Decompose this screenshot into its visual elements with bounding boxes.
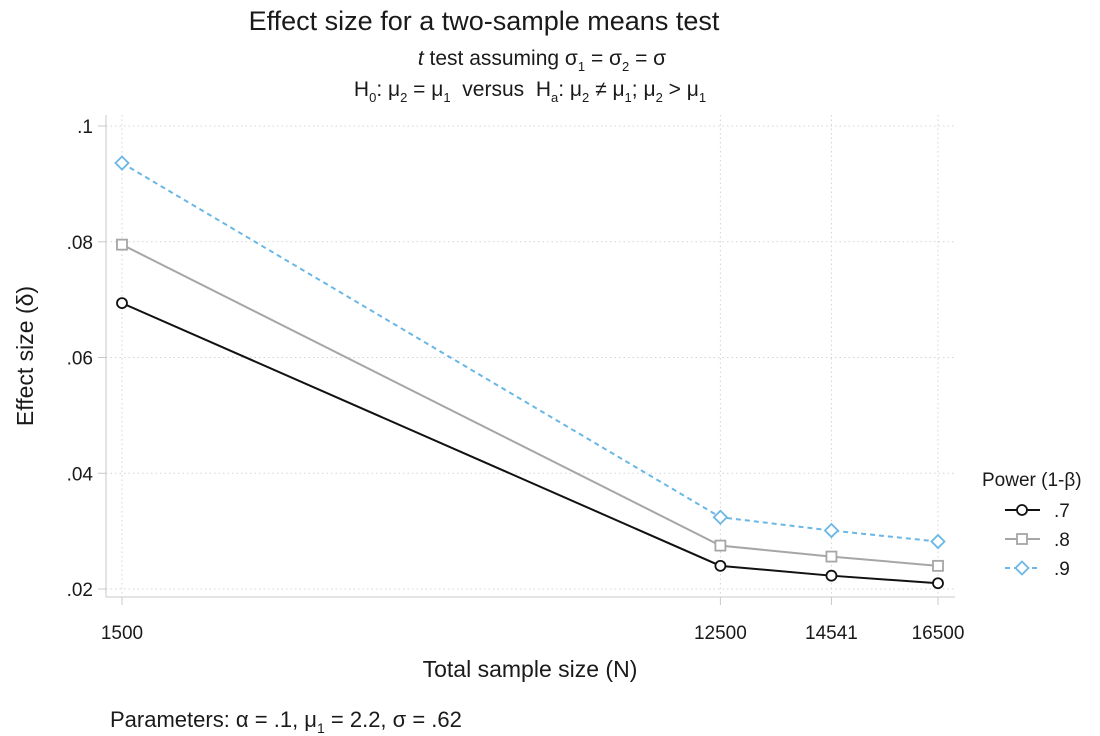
legend-swatch-marker bbox=[1016, 533, 1028, 545]
chart-note: Parameters: α = .1, μ1 = 2.2, σ = .62 bbox=[110, 707, 462, 736]
x-tick-label: 14541 bbox=[805, 623, 858, 644]
series-p9 bbox=[114, 155, 946, 550]
series-line bbox=[121, 243, 939, 567]
x-axis-label: Total sample size (N) bbox=[423, 656, 638, 682]
legend-title: Power (1-β) bbox=[982, 470, 1082, 491]
legend-label: .7 bbox=[1054, 501, 1070, 522]
grid-lines bbox=[106, 115, 955, 597]
chart-subtitle-2: H0: μ2 = μ1 versus Ha: μ2 ≠ μ1; μ2 > μ1 bbox=[354, 78, 706, 105]
data-point bbox=[712, 509, 729, 526]
data-point bbox=[114, 155, 130, 171]
data-point bbox=[932, 559, 944, 572]
x-tick-label: 1500 bbox=[101, 623, 143, 644]
data-point bbox=[714, 559, 727, 572]
legend-item: .8 bbox=[1005, 530, 1070, 551]
data-point bbox=[825, 569, 838, 582]
data-point bbox=[825, 550, 838, 563]
y-tick-label: .04 bbox=[67, 464, 94, 485]
data-point bbox=[116, 238, 128, 251]
series-line bbox=[121, 162, 939, 543]
chart-title: Effect size for a two-sample means test bbox=[249, 6, 720, 36]
series-line bbox=[121, 302, 939, 585]
x-tick-label: 12500 bbox=[694, 623, 747, 644]
legend-label: .9 bbox=[1054, 559, 1070, 580]
chart-subtitle-1: t test assuming σ1 = σ2 = σ bbox=[418, 47, 666, 74]
legend-swatch-marker bbox=[1014, 560, 1030, 576]
data-point bbox=[116, 297, 128, 309]
y-tick-label: .06 bbox=[67, 349, 93, 370]
series-p7 bbox=[116, 297, 944, 590]
legend-swatch-marker bbox=[1016, 504, 1028, 516]
x-axis-ticks: 1500 12500 14541 16500 bbox=[101, 597, 965, 644]
y-tick-label: .02 bbox=[67, 580, 93, 601]
data-point bbox=[714, 539, 727, 552]
y-axis-label: Effect size (δ) bbox=[12, 286, 38, 426]
data-point bbox=[930, 533, 946, 550]
legend-item: .7 bbox=[1005, 501, 1070, 522]
legend-item: .9 bbox=[1005, 559, 1070, 580]
data-point bbox=[932, 577, 944, 590]
y-axis-ticks: .02 .04 .06 .08 .1 bbox=[67, 117, 106, 601]
y-tick-label: .1 bbox=[77, 117, 93, 138]
data-point bbox=[823, 522, 840, 539]
x-tick-label: 16500 bbox=[912, 623, 965, 644]
legend-label: .8 bbox=[1054, 530, 1070, 551]
series-p8 bbox=[116, 238, 944, 572]
y-tick-label: .08 bbox=[67, 233, 93, 254]
legend: .7 .8 .9 bbox=[1005, 501, 1070, 580]
series-lines bbox=[114, 155, 946, 590]
